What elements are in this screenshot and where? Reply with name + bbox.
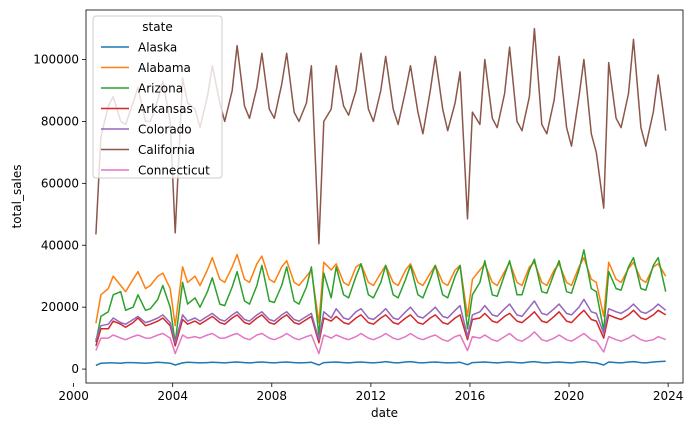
x-axis-label: date: [371, 406, 398, 420]
series-line-alaska: [95, 360, 666, 367]
legend-label: Connecticut: [138, 164, 210, 178]
x-tick-label: 2024: [653, 389, 684, 403]
plot-frame: [85, 9, 684, 384]
series-line-arizona: [95, 249, 667, 344]
legend: state Alaska Alabama Arizona Arkansas Colora…: [92, 15, 223, 179]
series-line-colorado: [95, 298, 667, 344]
y-tick-label: 60000: [41, 176, 79, 190]
legend-label: Alabama: [138, 61, 191, 75]
legend-label: Arkansas: [138, 102, 193, 116]
y-axis: 0 20000 40000 60000 80000 100000: [33, 53, 86, 376]
y-axis-label: total_sales: [10, 164, 24, 228]
x-tick-label: 2008: [257, 389, 288, 403]
y-tick-label: 80000: [41, 114, 79, 128]
legend-box: [92, 15, 223, 179]
y-tick-label: 40000: [41, 238, 79, 252]
y-tick-label: 0: [71, 362, 79, 376]
x-tick-label: 2004: [157, 389, 188, 403]
legend-label: Arizona: [138, 82, 183, 96]
x-tick-label: 2016: [455, 389, 486, 403]
y-tick-label: 100000: [33, 53, 79, 67]
series-line-arkansas: [95, 309, 667, 347]
series-line-alabama: [95, 253, 667, 327]
series-line-connecticut: [95, 331, 666, 355]
legend-label: Alaska: [138, 41, 177, 55]
x-tick-label: 2012: [356, 389, 387, 403]
legend-label: California: [138, 143, 195, 157]
x-tick-label: 2020: [554, 389, 585, 403]
y-tick-label: 20000: [41, 300, 79, 314]
x-tick-label: 2000: [58, 389, 89, 403]
x-axis: 2000 2004 2008 2012 2016 2020 2024: [58, 383, 683, 403]
legend-label: Colorado: [138, 123, 192, 137]
legend-title: state: [142, 20, 172, 34]
